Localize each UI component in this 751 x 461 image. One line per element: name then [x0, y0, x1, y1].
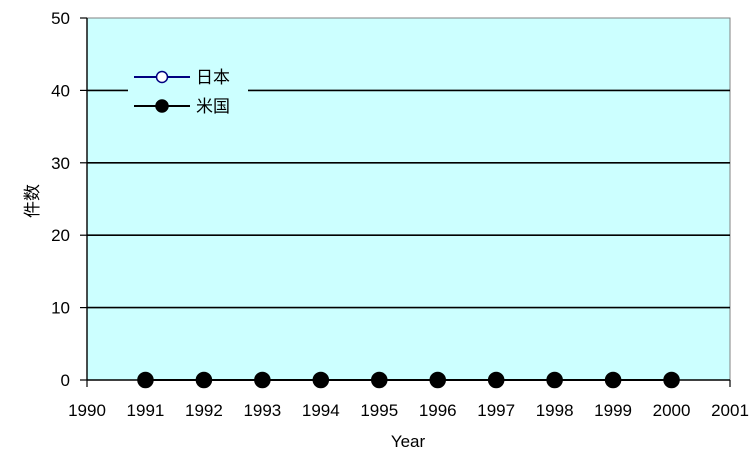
y-tick-label-20: 20	[51, 226, 70, 245]
x-tick-labels: 1990 1991 1992 1993 1994 1995 1996 1997 1998 1999…	[68, 401, 749, 420]
x-tick-label-1998: 1998	[536, 401, 574, 420]
x-tick-label-1996: 1996	[419, 401, 457, 420]
data-point-2-1995	[371, 371, 388, 389]
legend-box	[128, 66, 248, 124]
data-point-2-1998	[546, 371, 563, 389]
y-tick-labels: 0 10 20 30 40 50	[51, 9, 70, 390]
x-tick-label-2000: 2000	[653, 401, 691, 420]
x-tick-label-2001: 2001	[711, 401, 749, 420]
legend-marker-2	[155, 99, 169, 113]
data-point-2-1991	[137, 371, 154, 389]
y-axis-title: 件数	[23, 184, 42, 218]
legend-label-1: 日本	[196, 68, 230, 87]
data-point-2-1992	[195, 371, 213, 389]
legend-item-2: 米国	[134, 97, 230, 116]
series-2	[137, 371, 680, 389]
data-point-2-2000	[663, 371, 680, 389]
x-tick-label-1999: 1999	[594, 401, 632, 420]
x-tick-label-1993: 1993	[243, 401, 281, 420]
x-tick-label-1994: 1994	[302, 401, 340, 420]
series	[137, 371, 680, 389]
legend-item-1: 日本	[134, 68, 230, 87]
legend-label-2: 米国	[196, 97, 230, 116]
y-tick-label-40: 40	[51, 81, 70, 100]
x-tick-label-1990: 1990	[68, 401, 106, 420]
data-point-2-1993	[254, 371, 271, 389]
x-tick-label-1997: 1997	[477, 401, 515, 420]
y-tick-label-50: 50	[51, 9, 70, 28]
x-axis-title: Year	[391, 432, 426, 451]
data-point-2-1994	[312, 371, 330, 389]
y-tick-label-10: 10	[51, 299, 70, 318]
data-point-2-1997	[487, 371, 505, 389]
y-tick-label-0: 0	[61, 371, 70, 390]
x-tick-label-1992: 1992	[185, 401, 223, 420]
x-tick-label-1991: 1991	[127, 401, 165, 420]
x-tick-label-1995: 1995	[360, 401, 398, 420]
data-point-2-1996	[429, 371, 446, 389]
y-tick-label-30: 30	[51, 154, 70, 173]
data-point-2-1999	[604, 371, 622, 389]
legend-marker-1	[155, 70, 169, 84]
